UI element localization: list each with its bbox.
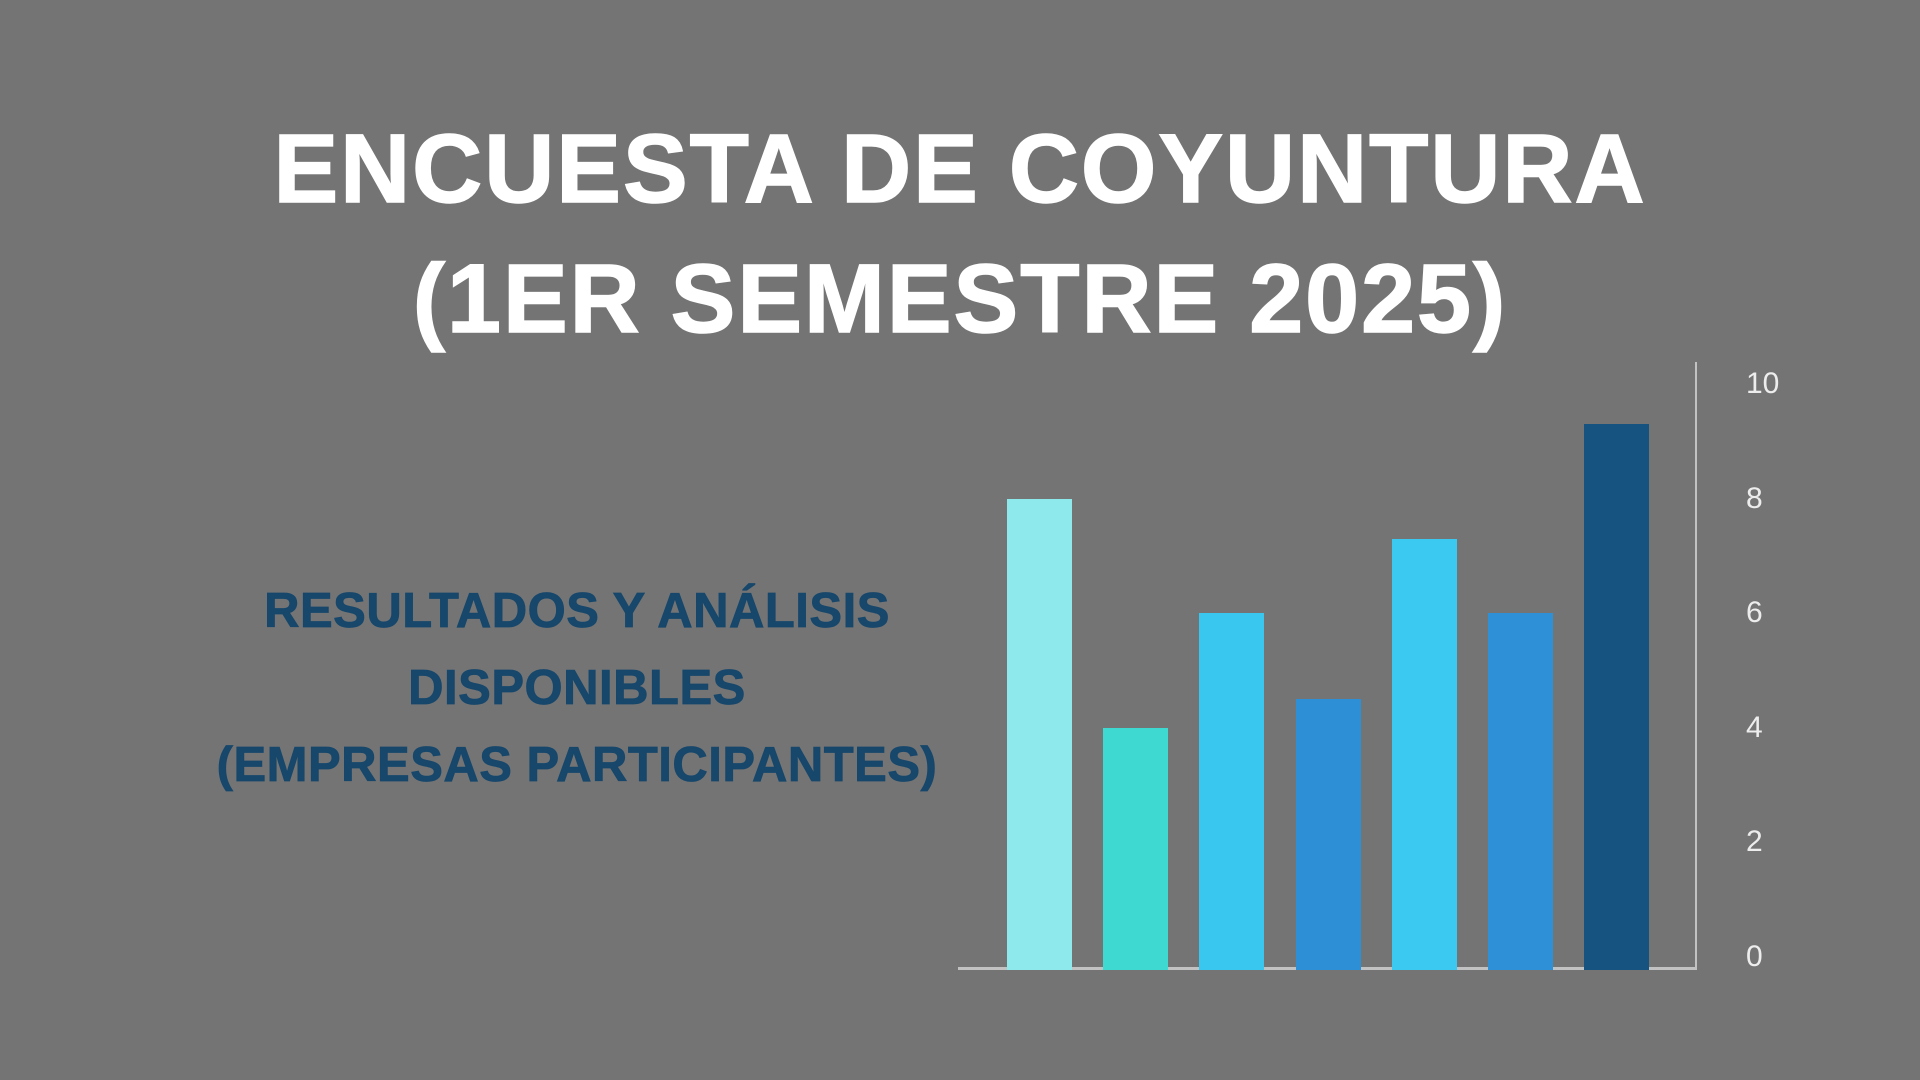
y-axis-line bbox=[1695, 362, 1697, 970]
main-title: ENCUESTA DE COYUNTURA (1ER SEMESTRE 2025… bbox=[0, 104, 1920, 364]
y-axis-label-0: 0 bbox=[1746, 940, 1763, 973]
bar-1 bbox=[1007, 498, 1072, 970]
subtitle-line3: (EMPRESAS PARTICIPANTES) bbox=[216, 738, 938, 793]
y-axis-label-6: 6 bbox=[1746, 596, 1763, 630]
bar-5 bbox=[1391, 538, 1457, 970]
bar-3 bbox=[1199, 613, 1265, 970]
bar-7 bbox=[1584, 424, 1650, 970]
bar-2 bbox=[1103, 727, 1169, 970]
y-axis-label-4: 4 bbox=[1746, 710, 1763, 744]
subtitle-line1: RESULTADOS Y ANÁLISIS bbox=[264, 584, 890, 639]
y-axis-label-10: 10 bbox=[1746, 367, 1780, 400]
subtitle-line2: DISPONIBLES bbox=[408, 661, 746, 716]
main-title-line1: ENCUESTA DE COYUNTURA bbox=[273, 113, 1647, 224]
bar-4 bbox=[1295, 699, 1361, 970]
subtitle-block: RESULTADOS Y ANÁLISIS DISPONIBLES (EMPRE… bbox=[187, 573, 967, 804]
main-title-line2: (1ER SEMESTRE 2025) bbox=[412, 243, 1508, 354]
y-axis-label-2: 2 bbox=[1746, 825, 1763, 859]
bar-6 bbox=[1488, 613, 1553, 970]
y-axis-label-8: 8 bbox=[1746, 481, 1763, 515]
